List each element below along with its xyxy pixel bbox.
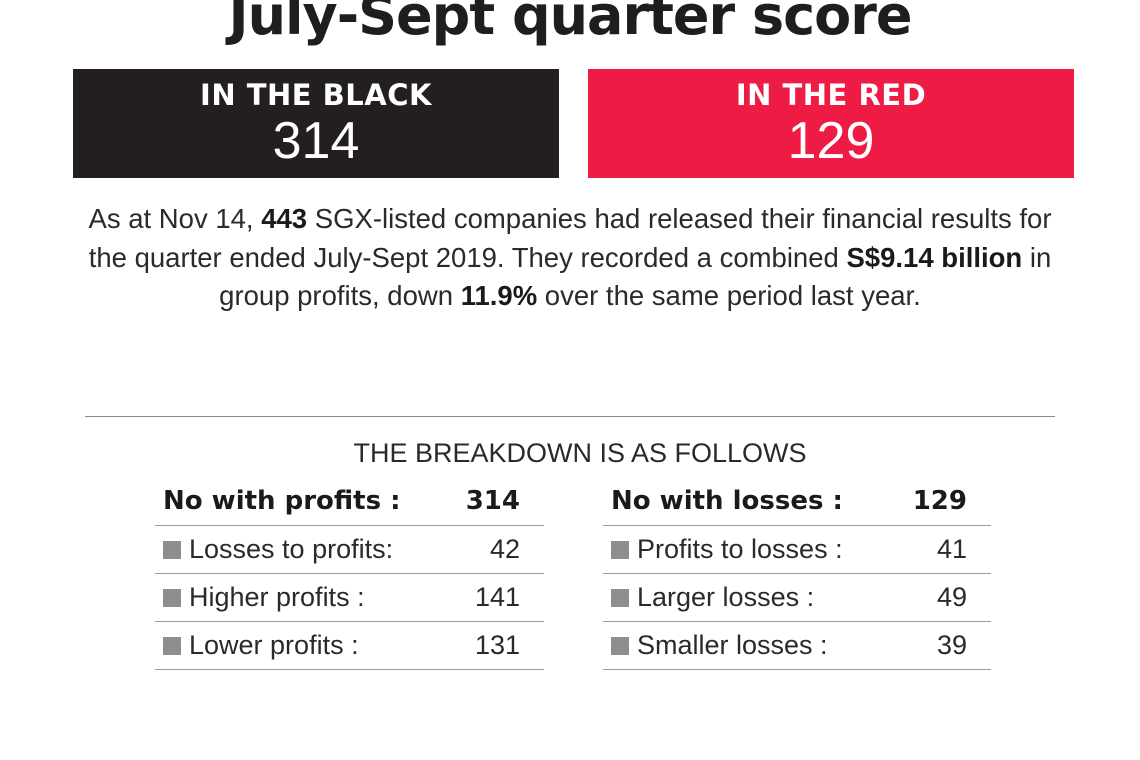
in-the-black-label: IN THE BLACK	[200, 78, 432, 112]
summary-paragraph: As at Nov 14, 443 SGX-listed companies h…	[70, 200, 1070, 316]
row-value: 141	[474, 582, 520, 612]
table-row: Lower profits : 131	[155, 622, 544, 670]
profits-column: No with profits : 314 Losses to profits:…	[155, 478, 544, 670]
in-the-red-value: 129	[787, 112, 875, 170]
in-the-red-label: IN THE RED	[735, 78, 927, 112]
profits-header-row: No with profits : 314	[155, 478, 544, 526]
page-title: July-Sept quarter score	[228, 0, 913, 47]
summary-text-4: over the same period last year.	[537, 280, 921, 311]
losses-header-value: 129	[912, 486, 967, 516]
row-label: Profits to losses :	[637, 534, 843, 564]
table-row: Profits to losses : 41	[603, 526, 991, 574]
row-label: Larger losses :	[637, 582, 815, 612]
summary-text-3: in group profits, down	[219, 241, 1052, 312]
square-bullet-icon	[163, 589, 181, 607]
square-bullet-icon	[163, 541, 181, 559]
table-row: Larger losses : 49	[603, 574, 991, 622]
row-label: Losses to profits:	[189, 534, 394, 564]
row-value: 131	[474, 630, 520, 660]
row-label: Smaller losses :	[637, 630, 828, 660]
in-the-red-box: IN THE RED 129	[588, 69, 1074, 178]
row-value: 39	[936, 630, 967, 660]
square-bullet-icon	[163, 637, 181, 655]
losses-column: No with losses : 129 Profits to losses :…	[603, 478, 991, 670]
row-value: 41	[936, 534, 967, 564]
square-bullet-icon	[611, 589, 629, 607]
in-the-black-box: IN THE BLACK 314	[73, 69, 559, 178]
table-row: Losses to profits: 42	[155, 526, 544, 574]
losses-header-label: No with losses :	[611, 486, 843, 516]
section-divider	[85, 416, 1055, 417]
table-row: Smaller losses : 39	[603, 622, 991, 670]
in-the-black-value: 314	[272, 112, 360, 170]
square-bullet-icon	[611, 541, 629, 559]
table-row: Higher profits : 141	[155, 574, 544, 622]
profits-header-label: No with profits :	[163, 486, 401, 516]
row-label: Higher profits :	[189, 582, 365, 612]
summary-text-2: SGX-listed companies had released their …	[88, 203, 1052, 273]
summary-company-count: 443	[261, 203, 308, 234]
summary-percent-change: 11.9%	[460, 280, 538, 311]
row-value: 42	[489, 534, 520, 564]
breakdown-heading: THE BREAKDOWN IS AS FOLLOWS	[353, 438, 807, 468]
row-value: 49	[936, 582, 967, 612]
profits-header-value: 314	[465, 486, 520, 516]
summary-combined-profits: S$9.14 billion	[846, 241, 1023, 273]
losses-header-row: No with losses : 129	[603, 478, 991, 526]
summary-text-1: As at Nov 14,	[88, 203, 262, 234]
row-label: Lower profits :	[189, 630, 359, 660]
square-bullet-icon	[611, 637, 629, 655]
